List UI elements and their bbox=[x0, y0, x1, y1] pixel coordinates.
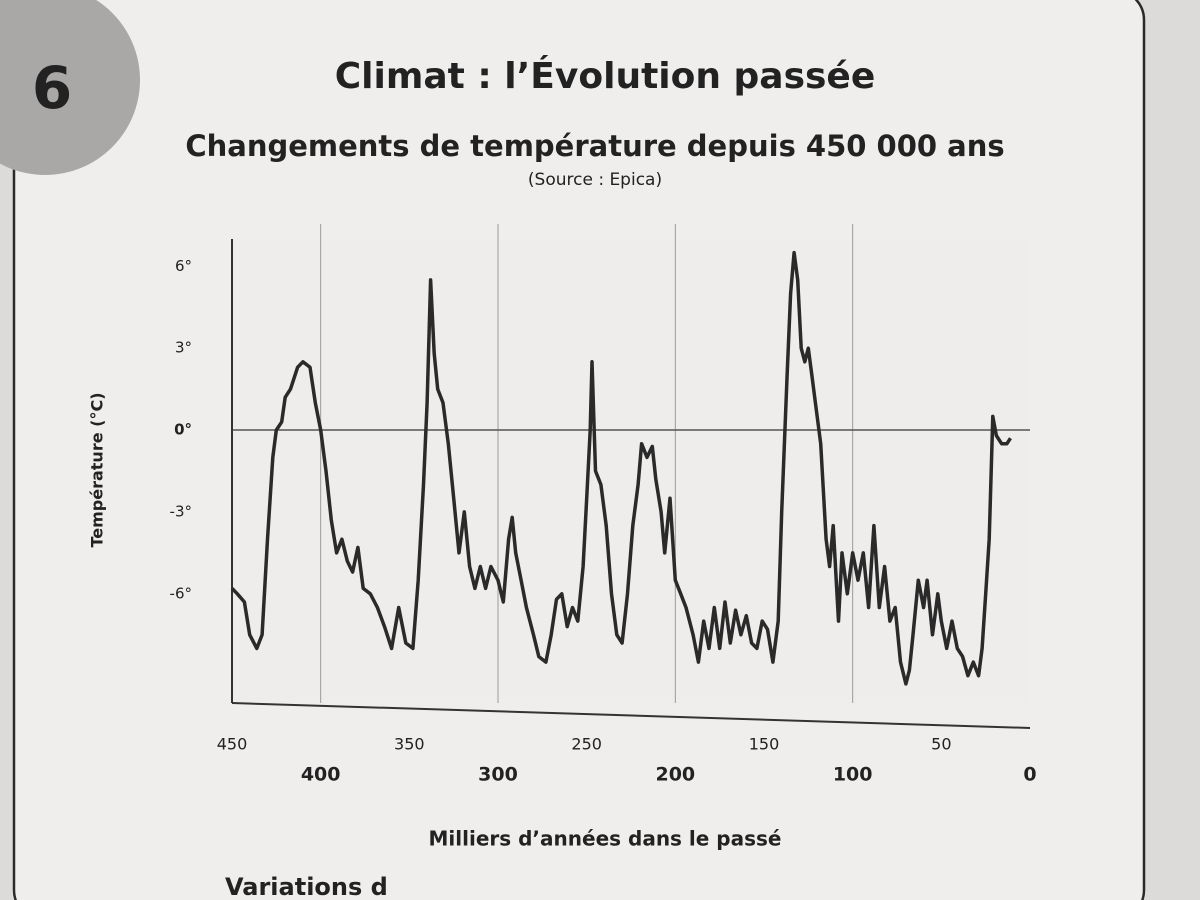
badge-number: 6 bbox=[32, 54, 72, 122]
plot-area bbox=[232, 239, 1030, 703]
x-tick-label: 300 bbox=[478, 764, 518, 786]
badge-circle bbox=[0, 0, 140, 175]
footer-text: Variations d bbox=[225, 873, 388, 900]
x-tick-label: 100 bbox=[833, 764, 873, 786]
chart-subtitle: Changements de température depuis 450 00… bbox=[185, 129, 1004, 163]
x-tick-label: 400 bbox=[301, 764, 341, 786]
x-tick-label: 250 bbox=[571, 735, 602, 754]
y-tick-label: 3° bbox=[175, 339, 192, 357]
chart-source: (Source : Epica) bbox=[528, 170, 662, 190]
x-tick-label: 350 bbox=[394, 735, 425, 754]
y-tick-label: 0° bbox=[174, 421, 192, 439]
chart-title: Climat : l’Évolution passée bbox=[335, 55, 876, 97]
y-axis-label: Température (°C) bbox=[88, 392, 107, 547]
x-axis-label: Milliers d’années dans le passé bbox=[429, 827, 782, 851]
x-tick-label: 450 bbox=[217, 735, 248, 754]
temperature-line bbox=[230, 250, 1012, 686]
x-tick-label: 0 bbox=[1023, 764, 1036, 786]
x-tick-label: 150 bbox=[749, 735, 780, 754]
x-tick-label: 200 bbox=[655, 764, 695, 786]
x-tick-label: 50 bbox=[931, 735, 951, 754]
y-tick-label: -3° bbox=[170, 502, 192, 520]
y-tick-label: -6° bbox=[170, 584, 192, 602]
x-axis bbox=[231, 702, 1031, 729]
plot: 450 400 350 300 250 200 150 100 50 0 6° 3° 0° -3° -6° bbox=[170, 224, 1037, 786]
y-tick-label: 6° bbox=[175, 257, 192, 275]
